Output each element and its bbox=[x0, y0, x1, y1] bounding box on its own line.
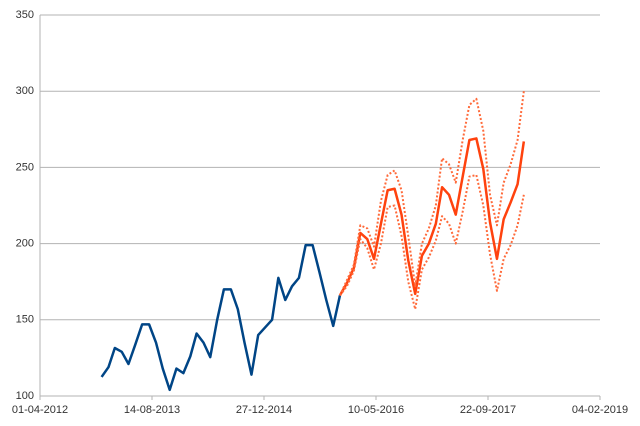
y-tick-label: 150 bbox=[16, 314, 34, 326]
data-line bbox=[100, 243, 342, 392]
data-line bbox=[339, 91, 525, 296]
x-tick-label: 04-02-2019 bbox=[572, 404, 628, 416]
y-tick-label: 250 bbox=[16, 161, 34, 173]
x-tick-label: 27-12-2014 bbox=[236, 404, 292, 416]
y-tick-label: 200 bbox=[16, 238, 34, 250]
x-tick-label: 14-08-2013 bbox=[124, 404, 180, 416]
y-tick-label: 100 bbox=[16, 390, 34, 402]
x-tick-label: 22-09-2017 bbox=[460, 404, 516, 416]
data-line bbox=[338, 137, 526, 297]
y-tick-label: 350 bbox=[16, 9, 34, 21]
y-tick-label: 300 bbox=[16, 85, 34, 97]
x-tick-label: 01-04-2012 bbox=[12, 404, 68, 416]
x-tick-label: 10-05-2016 bbox=[348, 404, 404, 416]
